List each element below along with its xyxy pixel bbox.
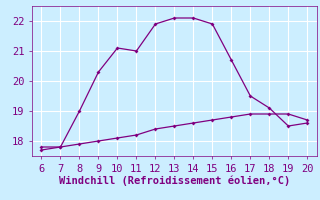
X-axis label: Windchill (Refroidissement éolien,°C): Windchill (Refroidissement éolien,°C): [59, 175, 290, 186]
